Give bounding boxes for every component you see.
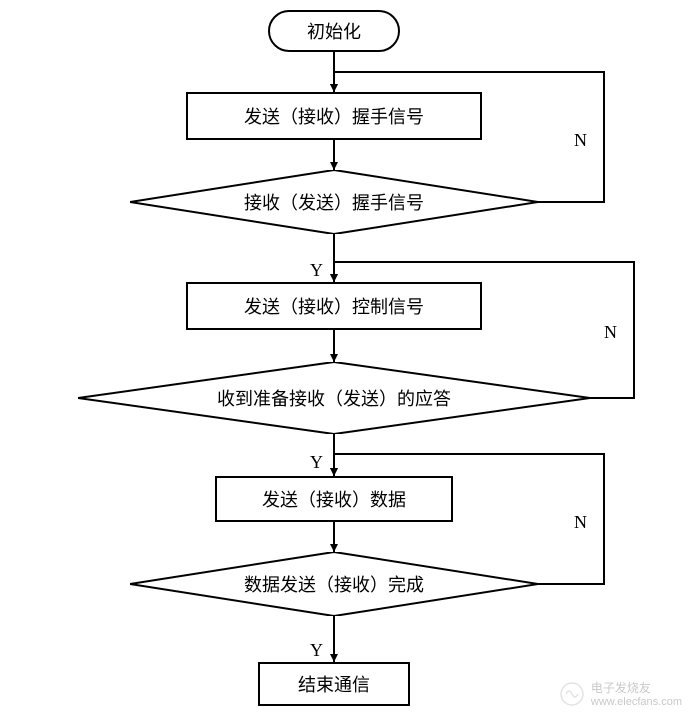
node-recv-handshake-label: 接收（发送）握手信号 xyxy=(244,189,424,215)
edge-label: N xyxy=(574,512,587,533)
watermark-brand: 电子发烧友 xyxy=(591,679,682,696)
watermark-url: www.elecfans.com xyxy=(591,696,682,708)
edge-label: N xyxy=(574,130,587,151)
node-data-done-label: 数据发送（接收）完成 xyxy=(244,571,424,597)
node-start-label: 初始化 xyxy=(307,18,361,44)
edge-label: N xyxy=(604,322,617,343)
node-data-done-decision: 数据发送（接收）完成 xyxy=(130,552,538,616)
node-end-label: 结束通信 xyxy=(298,671,370,697)
node-send-data-label: 发送（接收）数据 xyxy=(262,486,406,512)
node-end: 结束通信 xyxy=(258,662,410,706)
edge-label: Y xyxy=(310,640,323,661)
node-send-handshake-label: 发送（接收）握手信号 xyxy=(244,103,424,129)
node-send-handshake: 发送（接收）握手信号 xyxy=(186,92,482,140)
node-ack-decision: 收到准备接收（发送）的应答 xyxy=(78,362,590,434)
node-send-control: 发送（接收）控制信号 xyxy=(186,282,482,330)
watermark: 电子发烧友 www.elecfans.com xyxy=(559,679,682,708)
node-ack-label: 收到准备接收（发送）的应答 xyxy=(217,385,451,411)
node-recv-handshake-decision: 接收（发送）握手信号 xyxy=(130,170,538,234)
flowchart-canvas: 初始化 发送（接收）握手信号 接收（发送）握手信号 发送（接收）控制信号 收到准… xyxy=(0,0,690,714)
watermark-logo-icon xyxy=(559,681,585,707)
node-send-control-label: 发送（接收）控制信号 xyxy=(244,293,424,319)
node-send-data: 发送（接收）数据 xyxy=(215,476,453,522)
node-start: 初始化 xyxy=(268,10,400,52)
edge-label: Y xyxy=(310,260,323,281)
edge-label: Y xyxy=(310,452,323,473)
